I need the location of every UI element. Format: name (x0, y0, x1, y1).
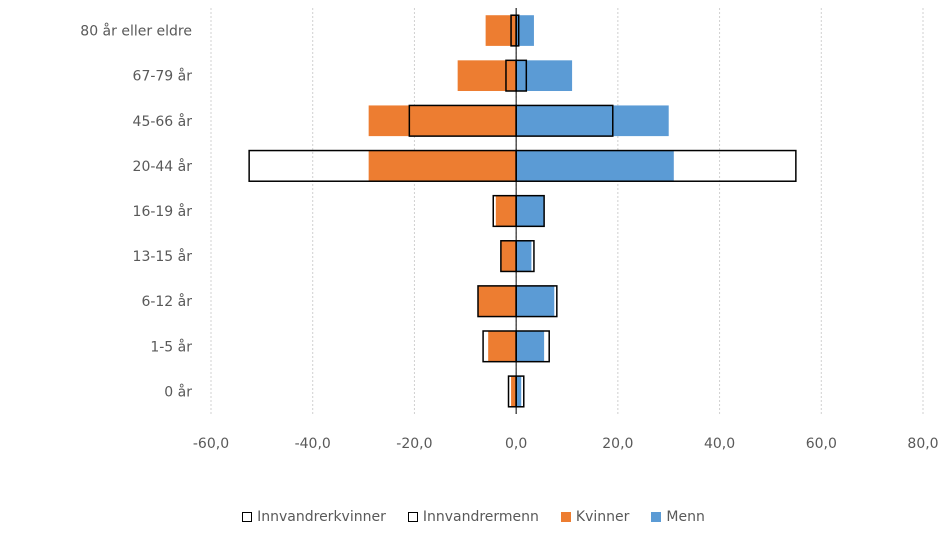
legend-label-innvandrermenn: Innvandrermenn (422, 509, 539, 525)
legend-item-innvandrermenn[interactable]: Innvandrermenn (407, 509, 539, 525)
bar-menn (516, 330, 545, 362)
bar-menn (516, 195, 545, 227)
x-tick-label: 40,0 (704, 436, 735, 452)
y-axis-labels: 80 år eller eldre 67-79 år 45-66 år 20-44 å… (80, 23, 192, 401)
legend-label-innvandrerkvinner: Innvandrerkvinner (257, 509, 386, 525)
legend-swatch-innvandrermenn (407, 512, 418, 522)
y-tick-label: 20-44 år (133, 158, 193, 175)
bar-menn (516, 240, 532, 272)
x-tick-label: 60,0 (806, 436, 837, 452)
y-tick-label: 45-66 år (133, 113, 193, 130)
bar-menn (516, 376, 522, 407)
y-tick-label: 0 år (164, 383, 192, 400)
y-tick-label: 13-15 år (133, 248, 193, 265)
legend-swatch-kvinner (560, 512, 571, 522)
outline-bars (248, 8, 797, 414)
bar-kvinner (511, 376, 517, 407)
bar-kvinner (488, 330, 517, 362)
y-tick-label: 1-5 år (150, 338, 192, 355)
legend-item-innvandrerkvinner[interactable]: Innvandrerkvinner (242, 509, 386, 525)
bar-kvinner (368, 105, 517, 137)
y-tick-label: 16-19 år (133, 203, 193, 220)
x-tick-label: 20,0 (602, 436, 633, 452)
bar-kvinner (495, 195, 517, 227)
bar-menn (516, 285, 555, 317)
legend-swatch-menn (651, 512, 662, 522)
bar-menn (516, 105, 669, 137)
y-tick-label: 67-79 år (133, 68, 193, 85)
legend-swatch-innvandrerkvinner (242, 512, 253, 522)
x-tick-label: -60,0 (193, 436, 229, 452)
bar-kvinner (500, 240, 517, 272)
bar-menn (516, 60, 573, 92)
legend-label-menn: Menn (666, 509, 705, 525)
bar-kvinner (457, 60, 517, 92)
x-tick-label: -20,0 (396, 436, 432, 452)
legend: Innvandrerkvinner Innvandrermenn Kvinner… (0, 509, 947, 525)
bar-menn (516, 15, 534, 46)
bar-kvinner (478, 285, 517, 317)
y-tick-label: 6-12 år (141, 293, 192, 310)
x-tick-label: -40,0 (295, 436, 331, 452)
x-tick-label: 80,0 (907, 436, 938, 452)
legend-item-kvinner[interactable]: Kvinner (560, 509, 630, 525)
legend-item-menn[interactable]: Menn (651, 509, 705, 525)
legend-label-kvinner: Kvinner (575, 509, 630, 525)
bar-kvinner (368, 150, 517, 182)
bar-menn (516, 150, 674, 182)
x-tick-label: 0,0 (505, 436, 527, 452)
x-axis-labels: -60,0 -40,0 -20,0 0,0 20,0 40,0 60,0 80,0 (193, 436, 939, 452)
y-tick-label: 80 år eller eldre (80, 23, 192, 40)
